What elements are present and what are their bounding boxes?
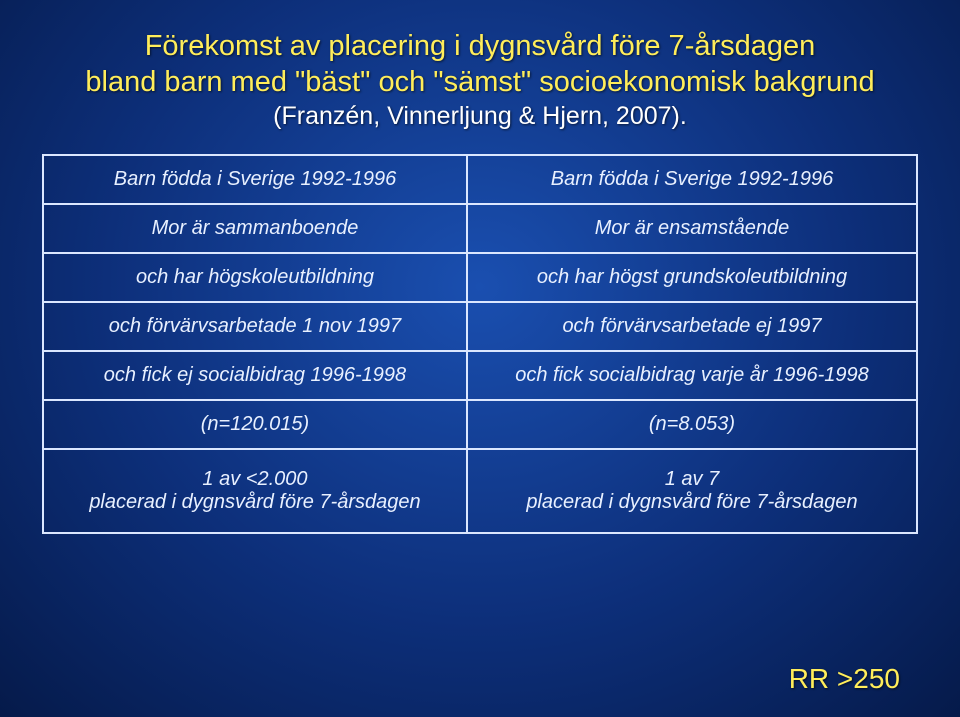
cell-right: och har högst grundskoleutbildning xyxy=(467,253,917,302)
cell-left-line1: 1 av <2.000 xyxy=(58,468,452,491)
cell-right: och förvärvsarbetade ej 1997 xyxy=(467,302,917,351)
table-row: 1 av <2.000 placerad i dygnsvård före 7-… xyxy=(43,449,917,533)
table-row: Mor är sammanboende Mor är ensamstående xyxy=(43,204,917,253)
rr-label: RR >250 xyxy=(789,663,900,695)
cell-left: (n=120.015) xyxy=(43,400,467,449)
cell-left: Mor är sammanboende xyxy=(43,204,467,253)
slide: Förekomst av placering i dygnsvård före … xyxy=(0,0,960,717)
table-row: (n=120.015) (n=8.053) xyxy=(43,400,917,449)
title-line-2: bland barn med "bäst" och "sämst" socioe… xyxy=(42,64,918,100)
cell-right: och fick socialbidrag varje år 1996-1998 xyxy=(467,351,917,400)
cell-left: och har högskoleutbildning xyxy=(43,253,467,302)
cell-right: (n=8.053) xyxy=(467,400,917,449)
table-row: och förvärvsarbetade 1 nov 1997 och förv… xyxy=(43,302,917,351)
table-row: och fick ej socialbidrag 1996-1998 och f… xyxy=(43,351,917,400)
cell-right-line2: placerad i dygnsvård före 7-årsdagen xyxy=(482,491,902,514)
slide-title: Förekomst av placering i dygnsvård före … xyxy=(42,28,918,132)
cell-right: Mor är ensamstående xyxy=(467,204,917,253)
cell-left-line2: placerad i dygnsvård före 7-årsdagen xyxy=(58,491,452,514)
cell-left: och fick ej socialbidrag 1996-1998 xyxy=(43,351,467,400)
cell-left: 1 av <2.000 placerad i dygnsvård före 7-… xyxy=(43,449,467,533)
cell-right: Barn födda i Sverige 1992-1996 xyxy=(467,155,917,204)
cell-right: 1 av 7 placerad i dygnsvård före 7-årsda… xyxy=(467,449,917,533)
cell-right-line1: 1 av 7 xyxy=(482,468,902,491)
title-line-3: (Franzén, Vinnerljung & Hjern, 2007). xyxy=(42,101,918,132)
cell-left: Barn födda i Sverige 1992-1996 xyxy=(43,155,467,204)
table-row: och har högskoleutbildning och har högst… xyxy=(43,253,917,302)
title-line-1: Förekomst av placering i dygnsvård före … xyxy=(42,28,918,64)
cell-left: och förvärvsarbetade 1 nov 1997 xyxy=(43,302,467,351)
comparison-table: Barn födda i Sverige 1992-1996 Barn född… xyxy=(42,154,918,534)
table-row: Barn födda i Sverige 1992-1996 Barn född… xyxy=(43,155,917,204)
